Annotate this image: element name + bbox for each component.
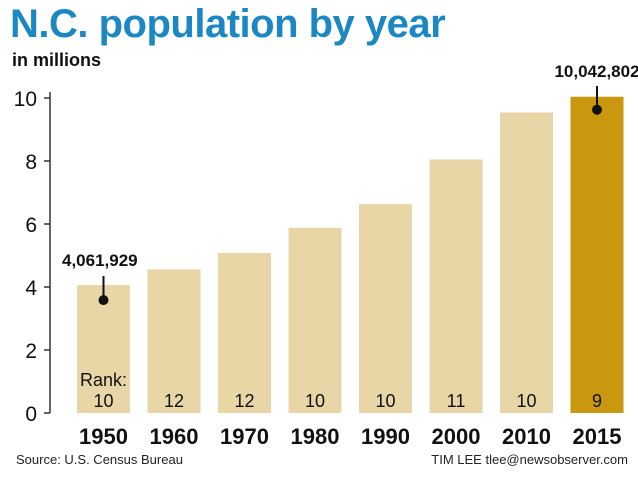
x-tick-label: 2000 [432, 424, 481, 449]
rank-value: 12 [234, 391, 254, 411]
bar-2015 [570, 96, 624, 414]
bar-1950 [77, 285, 130, 413]
y-tick-label: 10 [14, 88, 37, 111]
bar-1990 [359, 204, 412, 413]
annotation-dot [98, 295, 109, 306]
rank-value: 10 [93, 391, 113, 411]
y-tick-label: 8 [25, 151, 37, 174]
chart-subtitle: in millions [12, 50, 102, 70]
bar-1960 [147, 269, 201, 413]
x-tick-label: 1960 [150, 424, 199, 449]
y-tick-label: 6 [25, 214, 37, 237]
x-tick-label: 1970 [220, 424, 269, 449]
rank-value: 11 [447, 391, 466, 411]
source-note: Source: U.S. Census Bureau [16, 452, 183, 467]
author-credit: TIM LEE tlee@newsobserver.com [431, 452, 628, 467]
x-tick-label: 1950 [79, 424, 128, 449]
rank-value: 12 [164, 391, 184, 411]
y-tick-label: 2 [25, 340, 37, 363]
bar-1980 [288, 227, 342, 413]
rank-value: 10 [375, 391, 395, 411]
bar-1970 [218, 252, 271, 413]
data-callout: 10,042,802 [554, 62, 638, 81]
chart-title: N.C. population by year [10, 2, 446, 46]
x-tick-label: 2015 [573, 424, 622, 449]
rank-title: Rank: [80, 370, 127, 390]
data-callout: 4,061,929 [62, 251, 138, 270]
x-tick-label: 1990 [361, 424, 410, 449]
bar-2000 [429, 159, 483, 413]
annotation-dot [592, 104, 602, 115]
rank-value: 9 [592, 391, 602, 411]
x-tick-label: 2010 [502, 424, 551, 449]
rank-value: 10 [516, 391, 536, 411]
y-tick-label: 4 [25, 277, 37, 300]
x-tick-label: 1980 [291, 424, 340, 449]
rank-value: 10 [305, 391, 325, 411]
bar-2010 [500, 112, 553, 414]
y-tick-label: 0 [25, 403, 37, 426]
